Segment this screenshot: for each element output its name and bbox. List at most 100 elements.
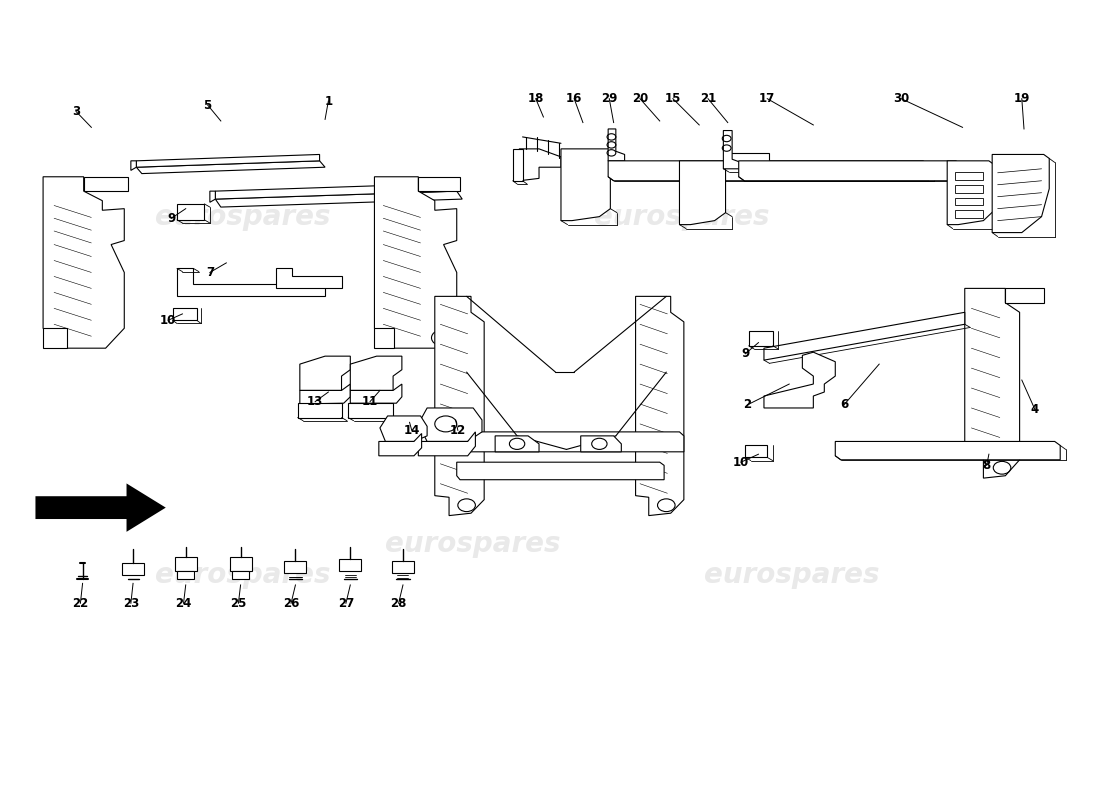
Bar bbox=[749, 331, 772, 346]
Bar bbox=[746, 446, 768, 458]
Bar bbox=[230, 557, 252, 571]
Text: 5: 5 bbox=[204, 98, 212, 111]
Polygon shape bbox=[350, 356, 402, 390]
Polygon shape bbox=[136, 154, 320, 167]
Bar bbox=[392, 561, 414, 573]
Text: 22: 22 bbox=[73, 597, 88, 610]
Polygon shape bbox=[348, 403, 393, 418]
Text: 10: 10 bbox=[733, 456, 749, 469]
Text: 6: 6 bbox=[840, 398, 848, 411]
Polygon shape bbox=[177, 269, 326, 296]
Text: 11: 11 bbox=[362, 395, 378, 408]
Polygon shape bbox=[835, 442, 1060, 460]
Polygon shape bbox=[724, 130, 741, 169]
Circle shape bbox=[438, 334, 447, 341]
Polygon shape bbox=[418, 177, 460, 191]
Text: 14: 14 bbox=[404, 424, 420, 437]
Polygon shape bbox=[429, 432, 684, 452]
Polygon shape bbox=[418, 408, 482, 442]
Polygon shape bbox=[43, 177, 124, 348]
Text: 30: 30 bbox=[893, 92, 910, 105]
Polygon shape bbox=[379, 416, 427, 442]
Polygon shape bbox=[378, 434, 421, 456]
Polygon shape bbox=[300, 384, 350, 404]
Text: 10: 10 bbox=[160, 314, 176, 326]
Polygon shape bbox=[992, 154, 1049, 233]
Polygon shape bbox=[519, 149, 561, 181]
Bar bbox=[177, 204, 205, 220]
Polygon shape bbox=[608, 161, 928, 181]
Bar bbox=[955, 210, 983, 218]
Text: 23: 23 bbox=[123, 597, 139, 610]
Polygon shape bbox=[513, 149, 522, 181]
Polygon shape bbox=[418, 432, 475, 456]
Text: 19: 19 bbox=[1013, 92, 1030, 105]
Text: 21: 21 bbox=[700, 92, 716, 105]
Polygon shape bbox=[276, 269, 341, 288]
Text: eurospares: eurospares bbox=[704, 562, 879, 590]
Polygon shape bbox=[36, 486, 164, 530]
Polygon shape bbox=[636, 296, 684, 515]
Text: 1: 1 bbox=[324, 94, 332, 107]
Polygon shape bbox=[298, 403, 341, 418]
Bar bbox=[43, 328, 67, 348]
Text: eurospares: eurospares bbox=[155, 562, 330, 590]
Text: 15: 15 bbox=[664, 92, 681, 105]
Text: 29: 29 bbox=[601, 92, 617, 105]
Polygon shape bbox=[300, 356, 350, 390]
Text: 12: 12 bbox=[450, 424, 466, 437]
Text: 27: 27 bbox=[338, 597, 354, 610]
Bar bbox=[232, 571, 250, 579]
Text: 16: 16 bbox=[566, 92, 582, 105]
Polygon shape bbox=[1005, 288, 1044, 302]
Polygon shape bbox=[374, 177, 456, 348]
Polygon shape bbox=[965, 288, 1020, 478]
Bar bbox=[374, 328, 394, 348]
Polygon shape bbox=[581, 436, 622, 452]
Bar bbox=[955, 198, 983, 206]
Text: 8: 8 bbox=[982, 459, 991, 472]
Polygon shape bbox=[456, 462, 664, 480]
Polygon shape bbox=[680, 161, 726, 225]
Text: 18: 18 bbox=[528, 92, 543, 105]
Polygon shape bbox=[561, 149, 610, 221]
Text: 9: 9 bbox=[741, 347, 749, 360]
Text: 28: 28 bbox=[390, 597, 407, 610]
Polygon shape bbox=[210, 191, 216, 202]
Polygon shape bbox=[739, 161, 961, 181]
Polygon shape bbox=[216, 191, 462, 207]
Text: 13: 13 bbox=[307, 395, 323, 408]
Text: 17: 17 bbox=[759, 92, 775, 105]
Bar bbox=[173, 307, 197, 320]
Polygon shape bbox=[84, 177, 128, 191]
Polygon shape bbox=[764, 312, 965, 360]
Text: 3: 3 bbox=[72, 105, 80, 118]
Bar bbox=[122, 563, 144, 575]
Text: 24: 24 bbox=[175, 597, 191, 610]
Text: 4: 4 bbox=[1031, 403, 1040, 416]
Polygon shape bbox=[608, 129, 625, 161]
Text: 26: 26 bbox=[283, 597, 299, 610]
Text: 7: 7 bbox=[206, 266, 213, 279]
Bar bbox=[955, 172, 983, 180]
Polygon shape bbox=[764, 352, 835, 408]
Text: eurospares: eurospares bbox=[594, 202, 769, 230]
Polygon shape bbox=[131, 161, 136, 170]
Text: 9: 9 bbox=[167, 212, 176, 225]
Bar bbox=[285, 561, 307, 573]
Polygon shape bbox=[495, 436, 539, 452]
Text: 2: 2 bbox=[744, 398, 751, 411]
Polygon shape bbox=[136, 161, 326, 174]
Bar bbox=[175, 557, 197, 571]
Polygon shape bbox=[947, 161, 994, 225]
Bar bbox=[955, 185, 983, 193]
Polygon shape bbox=[350, 384, 402, 403]
Text: 25: 25 bbox=[230, 597, 246, 610]
Bar bbox=[339, 559, 361, 571]
Polygon shape bbox=[726, 153, 769, 161]
Text: eurospares: eurospares bbox=[155, 202, 330, 230]
Text: 20: 20 bbox=[631, 92, 648, 105]
Polygon shape bbox=[434, 296, 484, 515]
Bar bbox=[177, 571, 195, 579]
Polygon shape bbox=[216, 183, 456, 199]
